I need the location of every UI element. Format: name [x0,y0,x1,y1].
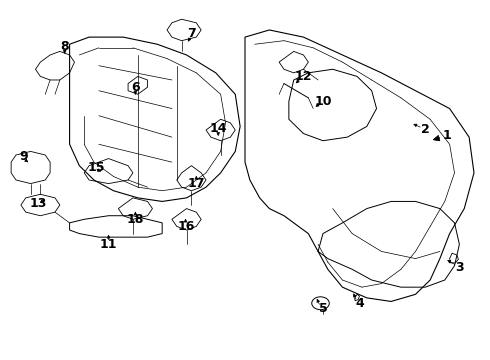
Text: 18: 18 [127,213,144,226]
Text: 12: 12 [294,70,312,83]
Text: 11: 11 [100,238,117,251]
Text: 10: 10 [314,95,332,108]
Text: 3: 3 [455,261,464,274]
Text: 9: 9 [19,150,27,163]
Text: 7: 7 [187,27,196,40]
Text: 6: 6 [131,81,140,94]
Text: 13: 13 [29,197,47,210]
Text: 14: 14 [209,122,227,135]
Text: 2: 2 [421,123,430,136]
Text: 5: 5 [318,302,327,315]
Text: 4: 4 [355,297,364,310]
Text: 17: 17 [188,177,205,190]
Text: 16: 16 [178,220,195,233]
Text: 8: 8 [60,40,69,53]
Text: 15: 15 [88,161,105,174]
Text: 1: 1 [443,129,452,142]
